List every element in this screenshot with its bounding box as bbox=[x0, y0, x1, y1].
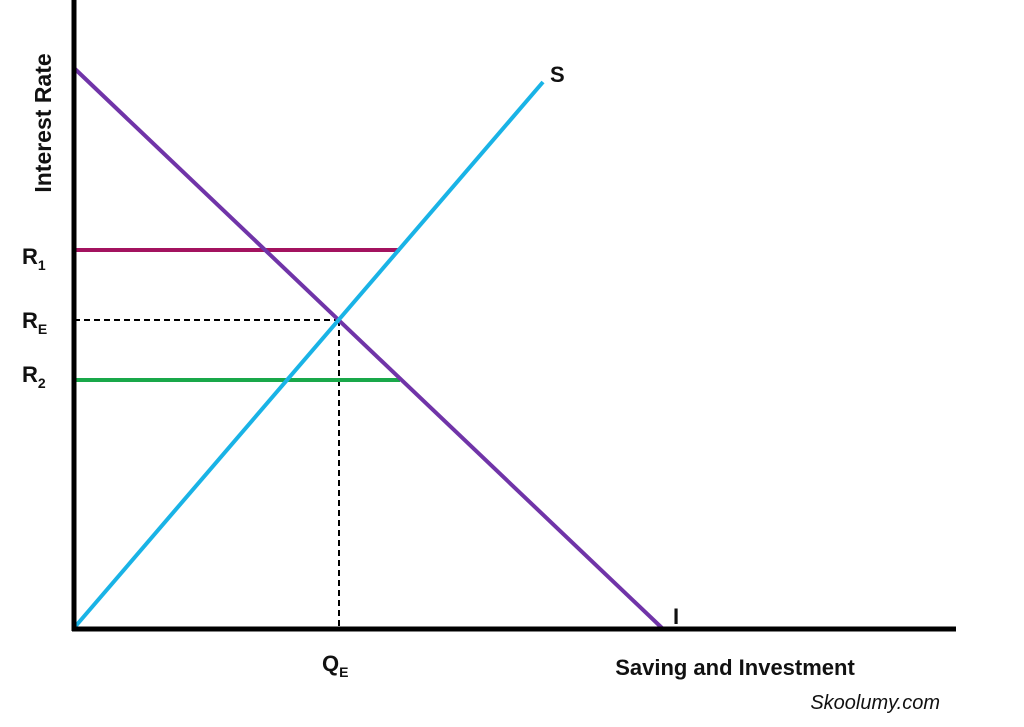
qe-label: QE bbox=[322, 651, 348, 680]
r2-label: R2 bbox=[22, 362, 46, 391]
x-axis-label: Saving and Investment bbox=[615, 655, 855, 680]
y-axis-label: Interest Rate bbox=[30, 53, 56, 192]
investment-curve bbox=[72, 66, 664, 630]
re-label: RE bbox=[22, 308, 47, 337]
saving-curve-label: S bbox=[550, 62, 565, 87]
investment-curve-label: I bbox=[673, 604, 679, 629]
saving-curve bbox=[72, 80, 545, 630]
watermark: Skoolumy.com bbox=[810, 692, 940, 714]
r1-label: R1 bbox=[22, 244, 46, 273]
